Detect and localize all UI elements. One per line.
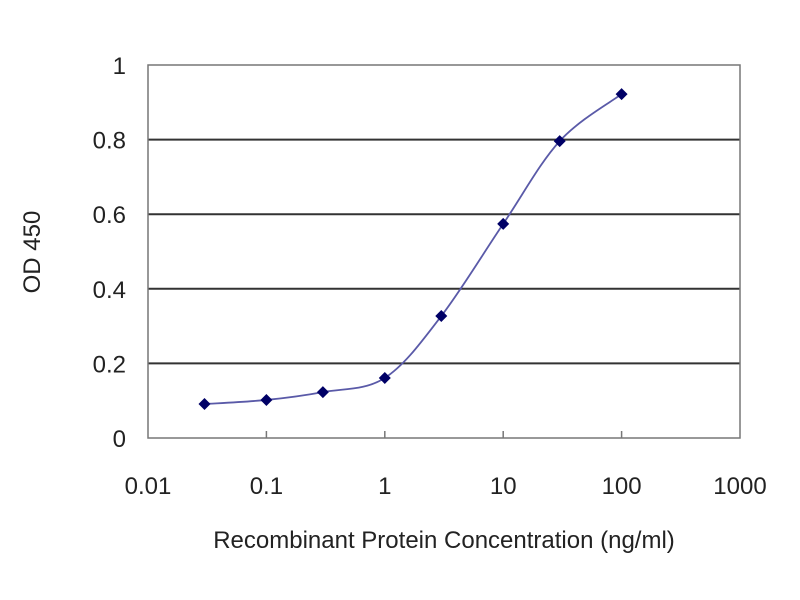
x-tick-label: 1 xyxy=(378,473,391,500)
y-tick-label: 0.2 xyxy=(93,351,126,378)
series-line xyxy=(204,93,623,405)
data-point xyxy=(378,371,391,384)
grid xyxy=(148,138,740,365)
x-tick-label: 0.1 xyxy=(250,473,283,500)
data-point xyxy=(497,217,510,230)
x-axis-label: Recombinant Protein Concentration (ng/ml… xyxy=(213,527,675,554)
data-point xyxy=(553,135,566,148)
data-point xyxy=(198,398,211,411)
x-tick-label: 0.01 xyxy=(125,473,172,500)
data-point xyxy=(615,88,628,101)
y-tick-label: 0.8 xyxy=(93,128,126,155)
y-axis-label: OD 450 xyxy=(19,211,46,294)
x-axis: 0.01 0.1 1 10 100 1000 xyxy=(125,431,767,500)
y-tick-label: 0.4 xyxy=(93,277,126,304)
data-point xyxy=(260,393,273,406)
y-axis: 0 0.2 0.4 0.6 0.8 1 xyxy=(93,53,126,453)
data-point xyxy=(435,310,448,323)
data-point xyxy=(316,386,329,399)
y-tick-label: 0.6 xyxy=(93,202,126,229)
y-tick-label: 0 xyxy=(113,426,126,453)
plot-area-border xyxy=(147,64,741,439)
x-tick-label: 10 xyxy=(490,473,517,500)
series xyxy=(198,88,628,411)
x-tick-label: 1000 xyxy=(713,473,766,500)
y-tick-label: 1 xyxy=(113,53,126,80)
x-tick-label: 100 xyxy=(602,473,642,500)
